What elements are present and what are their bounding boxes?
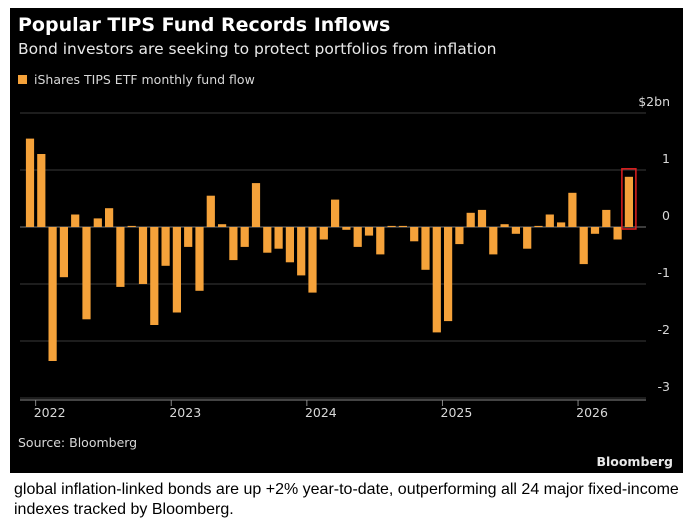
chart-panel: Popular TIPS Fund Records Inflows Bond i…: [10, 8, 683, 473]
bar: [331, 199, 340, 227]
x-tick-label: 2023: [169, 405, 201, 420]
bar: [410, 227, 419, 242]
bar: [251, 183, 261, 227]
bar: [48, 227, 57, 361]
bar: [398, 225, 407, 227]
bar: [263, 227, 272, 253]
article-caption: global inflation-linked bonds are up +2%…: [14, 481, 679, 518]
bar: [274, 227, 283, 249]
legend-swatch: [18, 75, 27, 84]
y-tick-label: -1: [658, 265, 670, 280]
bar: [138, 227, 148, 284]
bar: [127, 225, 136, 227]
chart-title: Popular TIPS Fund Records Inflows: [18, 14, 391, 36]
bar: [455, 227, 464, 245]
x-tick-label: 2022: [34, 405, 66, 420]
legend-label: iShares TIPS ETF monthly fund flow: [34, 72, 255, 87]
bar: [161, 227, 170, 266]
bar: [432, 227, 441, 333]
bar: [82, 227, 91, 320]
bar: [297, 227, 306, 276]
y-tick-label: 0: [662, 208, 670, 223]
chart-legend: iShares TIPS ETF monthly fund flow: [18, 72, 255, 87]
y-tick-label: $2bn: [638, 94, 670, 109]
bar: [172, 227, 181, 313]
bar: [206, 195, 215, 227]
bar: [364, 227, 374, 236]
bar: [466, 212, 475, 228]
bar: [624, 176, 633, 227]
chart-subtitle: Bond investors are seeking to protect po…: [18, 40, 497, 58]
bloomberg-logo: Bloomberg: [596, 454, 673, 469]
bar: [342, 227, 351, 230]
bar: [444, 227, 453, 322]
bar: [545, 214, 554, 227]
bar: [511, 227, 520, 234]
source-note: Source: Bloomberg: [18, 435, 138, 450]
bar: [229, 227, 238, 261]
y-tick-label: -2: [658, 322, 670, 337]
bar: [489, 227, 498, 255]
x-tick-label: 2026: [576, 405, 608, 420]
bar: [590, 227, 600, 234]
y-tick-label: -3: [658, 379, 670, 394]
x-tick-label: 2025: [441, 405, 473, 420]
bar: [25, 138, 35, 227]
bar: [477, 209, 487, 227]
bar: [353, 227, 362, 247]
bar: [285, 227, 294, 263]
bar: [376, 227, 385, 255]
bar: [37, 154, 46, 227]
bar: [613, 227, 622, 240]
bar: [534, 225, 543, 227]
bar: [308, 227, 317, 293]
bar: [150, 227, 159, 325]
bar: [319, 227, 328, 240]
bar: [602, 209, 611, 227]
bar: [71, 214, 80, 227]
bar: [387, 225, 396, 227]
bar: [568, 192, 577, 227]
bar: [195, 227, 204, 291]
bar: [93, 218, 102, 227]
bar: [116, 227, 125, 287]
highlight-box: [621, 168, 637, 230]
bar: [579, 227, 588, 265]
y-tick-label: 1: [662, 151, 670, 166]
bar: [523, 227, 532, 249]
bar-chart: $2bn 1 0 -1 -2 -3 2022 2023 2024 2025 2026: [20, 94, 670, 420]
bar: [59, 227, 68, 278]
bar: [105, 208, 114, 227]
bar: [500, 224, 509, 227]
bar: [218, 224, 227, 227]
x-tick-label: 2024: [305, 405, 337, 420]
bar: [421, 227, 430, 270]
bar: [557, 222, 566, 227]
bar: [240, 227, 249, 247]
bar: [184, 227, 193, 247]
